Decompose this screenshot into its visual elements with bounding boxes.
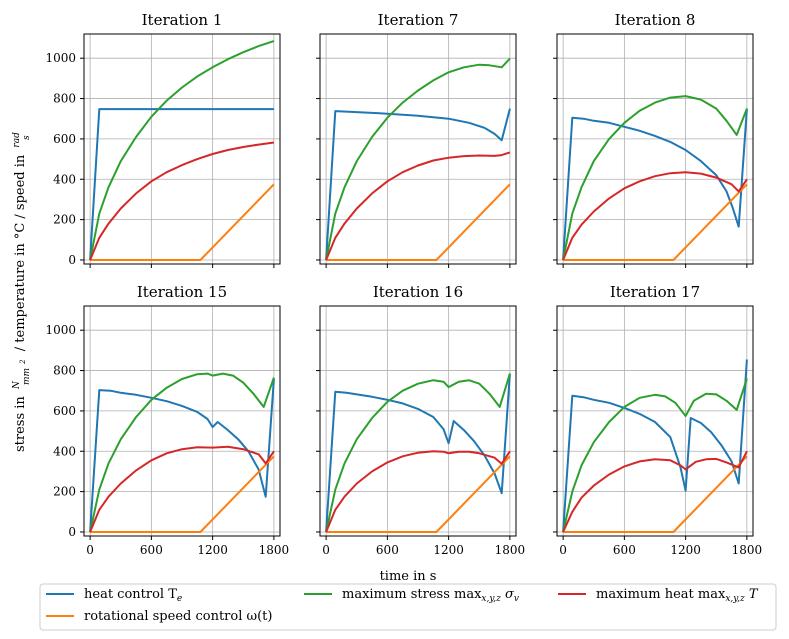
- series-line-stress: [325, 373, 511, 533]
- x-tick-label: 1800: [732, 543, 763, 557]
- series-line-heat: [325, 373, 511, 533]
- y-tick-label: 200: [53, 485, 76, 499]
- y-tick-label: 200: [53, 213, 76, 227]
- legend-label: heat control Te: [84, 587, 182, 604]
- y-tick-label: 400: [53, 444, 76, 458]
- y-tick-label: 600: [53, 132, 76, 146]
- series-line-heat: [562, 359, 748, 533]
- panel-2: Iteration 7: [316, 11, 517, 268]
- x-tick-label: 1800: [495, 543, 526, 557]
- axes-frame: [83, 33, 281, 265]
- series-line-speed: [326, 183, 511, 261]
- series-line-maxheat: [562, 450, 748, 533]
- x-tick-label: 600: [140, 543, 163, 557]
- panel-3: Iteration 8: [553, 11, 754, 268]
- series-line-speed: [326, 455, 511, 533]
- series-line-speed: [563, 455, 748, 533]
- y-label-stress-num: N: [12, 380, 22, 390]
- y-tick-label: 600: [53, 404, 76, 418]
- panel-title: Iteration 7: [378, 11, 459, 29]
- x-tick-label: 1200: [670, 543, 701, 557]
- x-axis-label: time in s: [380, 569, 437, 584]
- series-line-stress: [89, 372, 275, 533]
- series-line-stress: [562, 378, 748, 533]
- legend-item-speed: rotational speed control ω(t): [46, 609, 272, 624]
- legend: heat control Te rotational speed control …: [39, 583, 777, 631]
- series-line-heat: [89, 108, 274, 261]
- y-tick-label: 800: [53, 364, 76, 378]
- x-tick-label: 0: [559, 543, 567, 557]
- series-line-stress: [325, 57, 511, 261]
- panels-group: 0 200 400 600 800 1000 Iteration 1 Iteration 7 I…: [45, 11, 762, 557]
- x-tick-label: 1800: [259, 543, 290, 557]
- y-label-stress: stress in: [13, 396, 28, 452]
- panel-1: 0 200 400 600 800 1000 Iteration 1: [45, 11, 281, 268]
- x-tick-label: 600: [613, 543, 636, 557]
- legend-label: maximum heat maxx,y,z T: [596, 587, 759, 604]
- legend-label: rotational speed control ω(t): [84, 609, 272, 624]
- panel-4: 0 600 1200 1800 0 200 400 600 800 1000 Iteration 1…: [45, 283, 289, 557]
- panel-title: Iteration 16: [373, 283, 463, 301]
- y-label-speed-num: rad: [12, 132, 22, 148]
- y-label-temp: / temperature in °C / speed in: [13, 154, 28, 351]
- series-line-stress: [562, 95, 748, 261]
- y-tick-label: 1000: [45, 323, 76, 337]
- y-tick-label: 1000: [45, 51, 76, 65]
- panel-title: Iteration 1: [142, 11, 223, 29]
- legend-frame: [39, 583, 777, 631]
- series-line-maxheat: [325, 151, 511, 261]
- legend-item-maxheat: maximum heat maxx,y,z T: [558, 587, 759, 604]
- series-line-maxheat: [562, 171, 748, 261]
- series-line-speed: [90, 455, 275, 533]
- y-label-speed-den: s: [22, 135, 32, 140]
- y-tick-label: 800: [53, 92, 76, 106]
- series-line-speed: [90, 183, 275, 261]
- series-line-maxheat: [325, 450, 511, 533]
- axes-frame: [319, 33, 517, 265]
- legend-item-heat: heat control Te: [46, 587, 182, 604]
- y-label-stress-den: mm: [22, 368, 32, 385]
- series-line-stress: [89, 40, 275, 261]
- y-axis-label: stress in N mm 2 / temperature in °C / s…: [8, 128, 33, 452]
- x-tick-label: 0: [322, 543, 330, 557]
- axes-frame: [556, 305, 754, 537]
- x-tick-label: 0: [86, 543, 94, 557]
- panel-6: 0 600 1200 1800 Iteration 17: [553, 283, 762, 557]
- legend-items: heat control Te rotational speed control …: [46, 587, 759, 624]
- x-tick-label: 1200: [433, 543, 464, 557]
- series-line-speed: [563, 183, 748, 261]
- series-line-maxheat: [89, 445, 275, 533]
- panel-title: Iteration 15: [137, 283, 227, 301]
- series-line-heat: [562, 108, 748, 261]
- x-tick-label: 600: [376, 543, 399, 557]
- svg-text:stress in N mm: stress in N mm 2 / temperature in °C / s…: [8, 128, 33, 452]
- panel-title: Iteration 17: [610, 283, 700, 301]
- y-tick-label: 0: [68, 253, 76, 267]
- axes-frame: [83, 305, 281, 537]
- series-line-heat: [325, 108, 511, 261]
- axes-frame: [319, 305, 517, 537]
- x-tick-label: 1200: [197, 543, 228, 557]
- y-label-stress-den-sup: 2: [19, 359, 27, 365]
- series-line-heat: [89, 378, 275, 533]
- panel-title: Iteration 8: [615, 11, 696, 29]
- legend-item-stress: maximum stress maxx,y,z σv: [304, 587, 519, 604]
- y-tick-label: 400: [53, 172, 76, 186]
- panel-5: 0 600 1200 1800 Iteration 16: [316, 283, 525, 557]
- series-line-maxheat: [89, 141, 275, 261]
- legend-label: maximum stress maxx,y,z σv: [342, 587, 519, 604]
- y-tick-label: 0: [68, 525, 76, 539]
- axes-frame: [556, 33, 754, 265]
